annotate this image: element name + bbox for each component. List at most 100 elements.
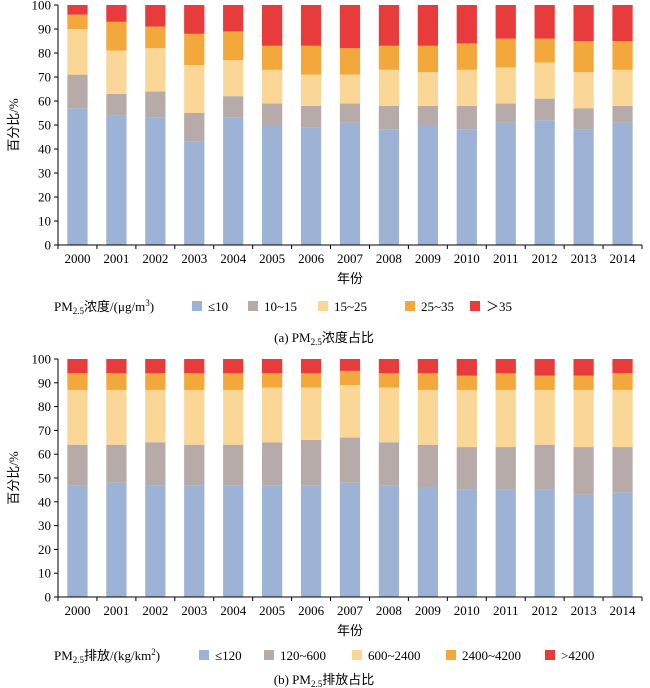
bar-segment: [262, 69, 283, 104]
bar-segment: [300, 74, 322, 106]
bar-segment: [612, 492, 633, 597]
legend-label: 15~25: [334, 299, 367, 314]
bar-segment: [223, 389, 244, 445]
bar-segment: [300, 387, 322, 440]
bar-segment: [495, 359, 516, 374]
x-axis-label: 年份: [337, 271, 363, 286]
y-tick-label: 80: [38, 399, 51, 414]
bar-segment: [573, 108, 594, 130]
y-tick-label: 0: [45, 238, 52, 253]
bar-segment: [184, 33, 205, 65]
bar-segment: [417, 5, 438, 46]
legend-label: 120~600: [280, 648, 326, 663]
bar-segment: [417, 487, 438, 597]
bar-segment: [339, 482, 361, 597]
legend-title: PM2.5浓度/(μg/m3): [54, 298, 154, 316]
bar-segment: [339, 74, 361, 104]
bar-segment: [495, 38, 516, 68]
bar-segment: [67, 444, 88, 486]
bar-segment: [495, 67, 516, 104]
bar-segment: [612, 105, 633, 123]
y-tick-label: 10: [38, 566, 51, 581]
bar-segment: [67, 74, 88, 109]
bar-segment: [145, 389, 166, 443]
bar-segment: [145, 373, 166, 390]
x-tick-label: 2007: [337, 603, 364, 618]
bar-segment: [534, 62, 555, 99]
legend-item: ≤120: [199, 648, 242, 663]
bar-segment: [456, 359, 477, 376]
bar-segment: [456, 43, 477, 70]
y-tick-label: 60: [38, 447, 51, 462]
legend-swatch: [248, 301, 258, 311]
y-tick-label: 30: [38, 166, 51, 181]
bar-segment: [184, 373, 205, 390]
bar-segment: [300, 5, 322, 46]
bar-segment: [223, 485, 244, 597]
bar-segment: [417, 389, 438, 445]
bar-segment: [573, 129, 594, 245]
x-tick-label: 2001: [103, 251, 129, 266]
bar-segment: [534, 38, 555, 63]
legend-swatch: [446, 650, 456, 660]
bar-segment: [495, 122, 516, 245]
bar-segment: [495, 447, 516, 490]
bar-segment: [300, 127, 322, 245]
bar-segment: [534, 5, 555, 39]
y-tick-label: 20: [38, 542, 51, 557]
legend-item: 15~25: [318, 299, 367, 314]
bar-segment: [184, 485, 205, 597]
bar-segment: [417, 105, 438, 125]
bar-segment: [378, 69, 400, 106]
y-tick-label: 10: [38, 214, 51, 229]
bar-segment: [145, 91, 166, 118]
bar-segment: [456, 489, 477, 597]
bar-segment: [106, 5, 127, 22]
bar-segment: [145, 26, 166, 49]
bar-segment: [67, 5, 88, 15]
bar-segment: [573, 72, 594, 109]
bar-segment: [456, 375, 477, 390]
x-tick-label: 2009: [415, 603, 441, 618]
bar-segment: [378, 129, 400, 245]
bar-segment: [573, 494, 594, 597]
bar-segment: [184, 444, 205, 486]
bar-segment: [573, 447, 594, 495]
bar-segment: [262, 125, 283, 245]
bar-segment: [417, 444, 438, 488]
bar-segment: [612, 122, 633, 245]
bar-segment: [262, 387, 283, 443]
legend-item: 600~2400: [352, 648, 421, 663]
legend-swatch: [545, 650, 555, 660]
bar-segment: [106, 21, 127, 51]
bar-segment: [300, 359, 322, 374]
bar-segment: [184, 113, 205, 142]
x-tick-label: 2008: [376, 251, 402, 266]
bar-segment: [417, 45, 438, 73]
legend-item: 25~35: [405, 299, 454, 314]
bar-segment: [67, 485, 88, 597]
x-tick-label: 2014: [610, 251, 637, 266]
bar-segment: [300, 373, 322, 388]
bar-segment: [495, 373, 516, 390]
bar-segment: [223, 359, 244, 374]
y-tick-label: 40: [38, 142, 51, 157]
bar-segment: [339, 5, 361, 49]
bar-segment: [378, 45, 400, 70]
bar-segment: [339, 370, 361, 386]
y-tick-label: 100: [32, 352, 52, 367]
x-tick-label: 2001: [103, 603, 129, 618]
chart-caption: (a) PM2.5浓度占比: [274, 330, 374, 347]
x-tick-label: 2002: [142, 603, 168, 618]
bar-segment: [300, 439, 322, 486]
x-tick-label: 2005: [259, 251, 285, 266]
bar-segment: [612, 447, 633, 493]
legend-title: PM2.5排放/(kg/km2): [54, 647, 160, 665]
bar-segment: [573, 359, 594, 376]
bar-segment: [612, 389, 633, 448]
legend-label: ≤10: [208, 299, 228, 314]
y-tick-label: 50: [38, 118, 51, 133]
bar-segment: [534, 98, 555, 121]
bar-segment: [573, 41, 594, 73]
legend-swatch: [264, 650, 274, 660]
